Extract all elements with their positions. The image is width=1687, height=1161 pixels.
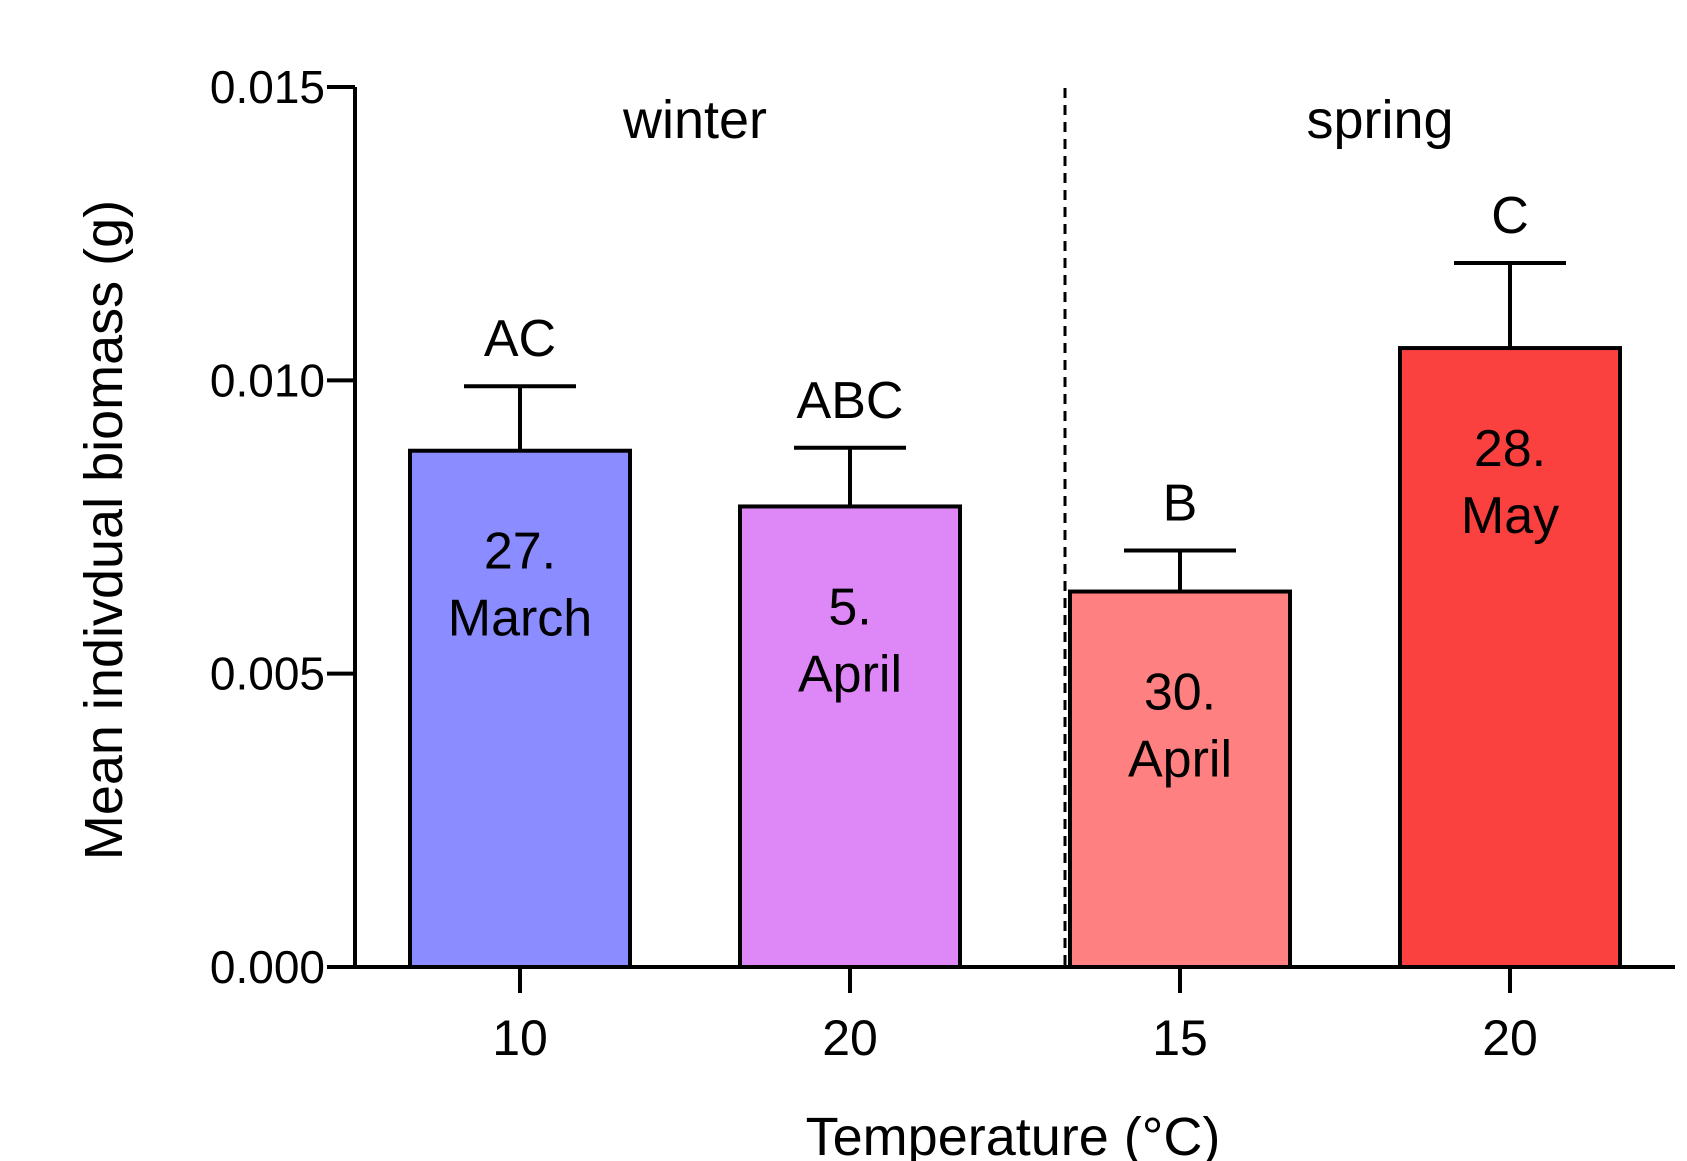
bar-label: March	[448, 590, 592, 648]
season-label: winter	[622, 90, 767, 150]
bar-label: 30.	[1144, 664, 1216, 722]
y-axis: 0.000 0.005 0.010 0.015	[210, 61, 357, 993]
significance-label: B	[1163, 474, 1198, 532]
bar	[738, 504, 962, 969]
x-tick-label: 20	[1482, 1010, 1538, 1066]
error-bars	[464, 261, 1566, 592]
x-tick-label: 15	[1152, 1010, 1208, 1066]
x-axis: 10 20 15 20	[327, 965, 1675, 1066]
significance-label: AC	[484, 310, 556, 368]
bar-label: May	[1461, 487, 1559, 545]
bars	[408, 346, 1622, 970]
bar-label: 27.	[484, 523, 556, 581]
y-tick-label: 0.015	[210, 61, 325, 113]
bar-label: April	[1128, 731, 1232, 789]
significance-label: ABC	[797, 372, 904, 430]
season-label: spring	[1306, 90, 1453, 150]
significance-label: C	[1491, 187, 1529, 245]
bar	[408, 448, 632, 969]
x-axis-title: Temperature (°C)	[806, 1107, 1221, 1161]
x-tick-label: 20	[822, 1010, 878, 1066]
significance-labels: AC ABC B C	[484, 187, 1529, 532]
bar-label: 5.	[828, 578, 871, 636]
bar-label: 28.	[1474, 420, 1546, 478]
x-tick-label: 10	[492, 1010, 548, 1066]
y-axis-title: Mean indivdual biomass (g)	[74, 200, 134, 860]
y-tick-label: 0.010	[210, 354, 325, 406]
bar-labels: 27. March 5. April 30. April 28. May	[448, 420, 1559, 788]
season-groups: winter spring	[622, 88, 1454, 967]
bar-label: April	[798, 645, 902, 703]
y-tick-label: 0.005	[210, 648, 325, 700]
y-tick-label: 0.000	[210, 941, 325, 993]
